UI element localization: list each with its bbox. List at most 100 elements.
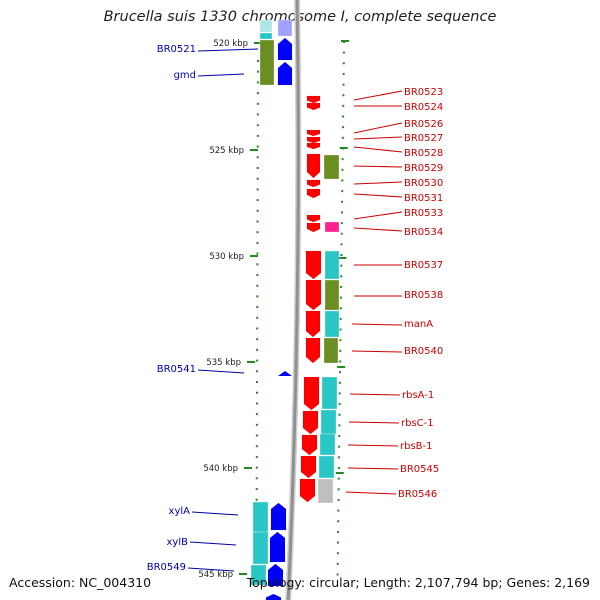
gene-label-right: BR0527	[404, 133, 443, 144]
gene-label-right: BR0546	[398, 489, 437, 500]
position-label: 520 kbp	[213, 39, 248, 49]
minor-tick	[256, 145, 259, 148]
minor-tick	[255, 434, 258, 437]
gene-label-left: BR0549	[147, 562, 186, 573]
gene-label-left: gmd	[174, 70, 196, 81]
gene-label-left: xylA	[169, 506, 191, 517]
label-connector	[347, 444, 399, 447]
position-label: 535 kbp	[206, 358, 241, 368]
minor-tick	[255, 402, 258, 405]
minor-tick	[256, 220, 259, 223]
gene-label-right: BR0538	[404, 290, 443, 301]
minor-tick	[256, 316, 259, 319]
gene-label-right: BR0540	[404, 346, 443, 357]
minor-tick	[338, 403, 341, 406]
minor-tick	[342, 72, 345, 75]
minor-tick	[339, 317, 342, 320]
label-connector	[353, 90, 403, 101]
olive-feature	[324, 279, 340, 311]
minor-tick	[256, 102, 259, 105]
cyan-feature	[318, 455, 335, 479]
olive-feature	[323, 154, 340, 180]
minor-tick	[256, 124, 259, 127]
minor-tick	[340, 264, 343, 267]
position-label: 545 kbp	[198, 570, 233, 580]
minus-gene-arrow	[301, 434, 318, 456]
label-connector	[353, 181, 403, 185]
minor-tick	[256, 167, 259, 169]
cyan-feature	[259, 19, 273, 33]
minor-tick	[255, 455, 258, 458]
minus-gene-arrow	[306, 129, 321, 137]
footer: Accession: NC_004310 Topology: circular;…	[0, 573, 600, 593]
label-connector	[351, 350, 403, 353]
minor-tick	[256, 81, 259, 84]
position-label: 530 kbp	[209, 252, 244, 262]
gene-label-right: BR0545	[400, 464, 439, 475]
minor-tick	[339, 339, 342, 342]
minor-tick	[340, 222, 343, 225]
accession-text: Accession: NC_004310	[9, 575, 152, 590]
plus-gene-arrow	[277, 19, 293, 37]
minor-tick	[342, 115, 345, 118]
minor-tick	[257, 60, 259, 62]
minor-tick	[256, 306, 259, 309]
minus-gene-arrow	[306, 95, 321, 104]
label-connector	[197, 369, 245, 374]
minus-gene-arrow	[305, 310, 321, 338]
plus-gene-arrow	[277, 61, 293, 86]
cyan-feature	[324, 250, 340, 280]
minor-tick	[341, 200, 344, 203]
gene-label-right: BR0529	[404, 163, 443, 174]
minor-tick	[256, 92, 259, 95]
label-connector	[348, 421, 400, 424]
minor-tick	[337, 520, 340, 523]
gene-label-right: BR0533	[404, 208, 443, 219]
cyan-feature	[252, 501, 269, 533]
minus-gene-arrow	[306, 179, 321, 188]
minor-tick	[255, 445, 258, 448]
minor-tick	[342, 62, 345, 65]
minor-tick	[336, 562, 339, 565]
minor-tick	[339, 296, 342, 299]
minor-tick	[339, 328, 342, 331]
minor-tick	[339, 307, 342, 310]
minor-tick	[336, 573, 339, 576]
minor-tick	[256, 199, 259, 202]
grey-feature	[317, 478, 334, 504]
minor-tick	[341, 179, 344, 182]
minor-tick	[341, 126, 344, 129]
label-connector	[347, 467, 399, 470]
gene-label-right: BR0524	[404, 102, 443, 113]
label-connector	[197, 73, 245, 77]
minor-tick	[342, 94, 345, 97]
minor-tick	[338, 392, 341, 395]
minor-tick	[337, 509, 340, 512]
minor-tick	[255, 498, 258, 501]
minor-tick	[256, 241, 259, 244]
minor-tick	[337, 488, 340, 491]
minor-tick	[342, 51, 345, 54]
minor-tick	[341, 168, 344, 171]
gene-label-right: rbsA-1	[402, 390, 434, 401]
minor-tick	[340, 232, 343, 235]
minor-tick	[256, 70, 259, 73]
label-connector	[187, 567, 235, 572]
gene-label-right: BR0523	[404, 87, 443, 98]
olive-feature	[259, 39, 275, 86]
minus-gene-arrow	[299, 478, 316, 503]
minor-tick	[342, 83, 345, 86]
cyan-feature	[324, 310, 340, 338]
minor-tick	[256, 327, 259, 330]
minor-tick	[256, 156, 259, 159]
minor-tick	[337, 530, 340, 533]
position-label: 540 kbp	[203, 464, 238, 474]
gene-label-right: manA	[404, 319, 433, 330]
minor-tick	[341, 136, 344, 139]
olive-feature	[323, 337, 339, 364]
minor-tick	[340, 211, 343, 214]
minor-tick	[256, 391, 259, 394]
cyan-feature	[259, 32, 273, 40]
minor-tick	[255, 466, 258, 469]
